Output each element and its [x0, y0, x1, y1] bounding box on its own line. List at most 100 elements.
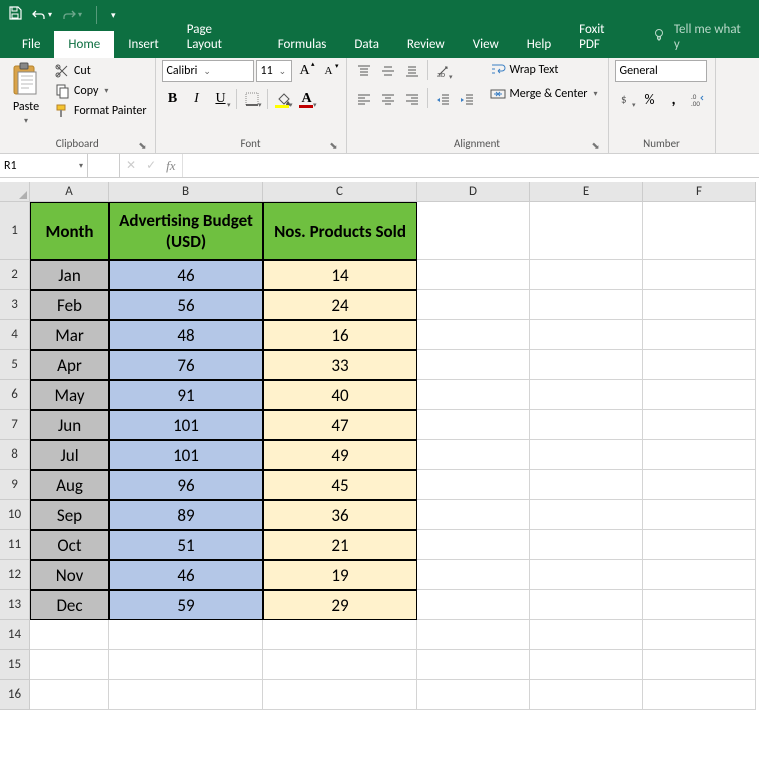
cell-D2[interactable]: [417, 260, 530, 290]
cell-C3[interactable]: 24: [263, 290, 417, 320]
wrap-text-button[interactable]: Wrap Text: [486, 60, 602, 80]
cell-F13[interactable]: [643, 590, 756, 620]
col-header-F[interactable]: F: [643, 182, 756, 202]
tell-me-search[interactable]: Tell me what y: [642, 16, 759, 58]
cell-B8[interactable]: 101: [109, 440, 263, 470]
cell-C6[interactable]: 40: [263, 380, 417, 410]
cell-C2[interactable]: 14: [263, 260, 417, 290]
col-header-C[interactable]: C: [263, 182, 417, 202]
cell-D4[interactable]: [417, 320, 530, 350]
cell-C11[interactable]: 21: [263, 530, 417, 560]
cell-C7[interactable]: 47: [263, 410, 417, 440]
increase-font-button[interactable]: A▴: [294, 60, 316, 82]
qat-customize-icon[interactable]: ▾: [111, 10, 116, 21]
cell-C16[interactable]: [263, 680, 417, 710]
name-box[interactable]: R1▾: [0, 154, 88, 177]
font-name-combo[interactable]: Calibri⌄: [162, 60, 254, 82]
increase-decimal-button[interactable]: .0.00: [687, 88, 709, 110]
tab-data[interactable]: Data: [340, 31, 393, 58]
cell-F4[interactable]: [643, 320, 756, 350]
cell-F11[interactable]: [643, 530, 756, 560]
font-color-button[interactable]: A▾: [296, 88, 318, 110]
cell-A12[interactable]: Nov: [30, 560, 109, 590]
row-header-16[interactable]: 16: [0, 680, 30, 710]
cell-D10[interactable]: [417, 500, 530, 530]
tab-review[interactable]: Review: [393, 31, 459, 58]
cell-B15[interactable]: [109, 650, 263, 680]
cell-C9[interactable]: 45: [263, 470, 417, 500]
row-header-7[interactable]: 7: [0, 410, 30, 440]
cell-D5[interactable]: [417, 350, 530, 380]
fill-color-button[interactable]: ▾: [272, 88, 294, 110]
cell-E9[interactable]: [530, 470, 643, 500]
undo-icon[interactable]: ▾: [32, 8, 52, 22]
cut-button[interactable]: Cut: [52, 62, 149, 80]
tab-foxit-pdf[interactable]: Foxit PDF: [565, 16, 642, 58]
row-header-3[interactable]: 3: [0, 290, 30, 320]
cell-A5[interactable]: Apr: [30, 350, 109, 380]
cell-C13[interactable]: 29: [263, 590, 417, 620]
cell-B14[interactable]: [109, 620, 263, 650]
enter-formula-icon[interactable]: ✓: [146, 158, 156, 173]
align-left-button[interactable]: [353, 88, 375, 110]
tab-page-layout[interactable]: Page Layout: [173, 16, 264, 58]
row-header-13[interactable]: 13: [0, 590, 30, 620]
format-painter-button[interactable]: Format Painter: [52, 102, 149, 120]
cancel-formula-icon[interactable]: ✕: [126, 158, 136, 173]
cell-D6[interactable]: [417, 380, 530, 410]
align-center-button[interactable]: [377, 88, 399, 110]
cell-D14[interactable]: [417, 620, 530, 650]
cell-B4[interactable]: 48: [109, 320, 263, 350]
font-size-combo[interactable]: 11⌄: [256, 60, 292, 82]
tab-formulas[interactable]: Formulas: [264, 31, 341, 58]
col-header-A[interactable]: A: [30, 182, 109, 202]
cell-A2[interactable]: Jan: [30, 260, 109, 290]
cell-C12[interactable]: 19: [263, 560, 417, 590]
align-middle-button[interactable]: [377, 60, 399, 82]
bold-button[interactable]: B: [162, 88, 184, 110]
cell-D11[interactable]: [417, 530, 530, 560]
cell-D12[interactable]: [417, 560, 530, 590]
cell-F6[interactable]: [643, 380, 756, 410]
align-top-button[interactable]: [353, 60, 375, 82]
cell-A1[interactable]: Month: [30, 202, 109, 260]
cell-E6[interactable]: [530, 380, 643, 410]
italic-button[interactable]: I: [186, 88, 208, 110]
cell-C8[interactable]: 49: [263, 440, 417, 470]
cell-A16[interactable]: [30, 680, 109, 710]
cell-C5[interactable]: 33: [263, 350, 417, 380]
redo-icon[interactable]: ▾: [62, 8, 82, 22]
row-header-15[interactable]: 15: [0, 650, 30, 680]
cell-F9[interactable]: [643, 470, 756, 500]
row-header-6[interactable]: 6: [0, 380, 30, 410]
cell-C15[interactable]: [263, 650, 417, 680]
col-header-D[interactable]: D: [417, 182, 530, 202]
cell-D7[interactable]: [417, 410, 530, 440]
cell-A7[interactable]: Jun: [30, 410, 109, 440]
cell-A10[interactable]: Sep: [30, 500, 109, 530]
increase-indent-button[interactable]: [456, 88, 478, 110]
cell-B6[interactable]: 91: [109, 380, 263, 410]
decrease-font-button[interactable]: A▾: [318, 60, 340, 82]
cell-F14[interactable]: [643, 620, 756, 650]
comma-button[interactable]: ,: [663, 88, 685, 110]
cell-E16[interactable]: [530, 680, 643, 710]
col-header-E[interactable]: E: [530, 182, 643, 202]
accounting-format-button[interactable]: $▾: [615, 88, 637, 110]
decrease-indent-button[interactable]: [432, 88, 454, 110]
cell-E15[interactable]: [530, 650, 643, 680]
cell-A8[interactable]: Jul: [30, 440, 109, 470]
cell-F2[interactable]: [643, 260, 756, 290]
merge-center-button[interactable]: Merge & Center ▾: [486, 84, 602, 104]
cell-E1[interactable]: [530, 202, 643, 260]
select-all-corner[interactable]: [0, 182, 30, 202]
cell-E8[interactable]: [530, 440, 643, 470]
cell-E5[interactable]: [530, 350, 643, 380]
cell-B1[interactable]: Advertising Budget (USD): [109, 202, 263, 260]
cell-D1[interactable]: [417, 202, 530, 260]
cell-C1[interactable]: Nos. Products Sold: [263, 202, 417, 260]
cell-F10[interactable]: [643, 500, 756, 530]
cell-A13[interactable]: Dec: [30, 590, 109, 620]
cell-A15[interactable]: [30, 650, 109, 680]
row-header-10[interactable]: 10: [0, 500, 30, 530]
